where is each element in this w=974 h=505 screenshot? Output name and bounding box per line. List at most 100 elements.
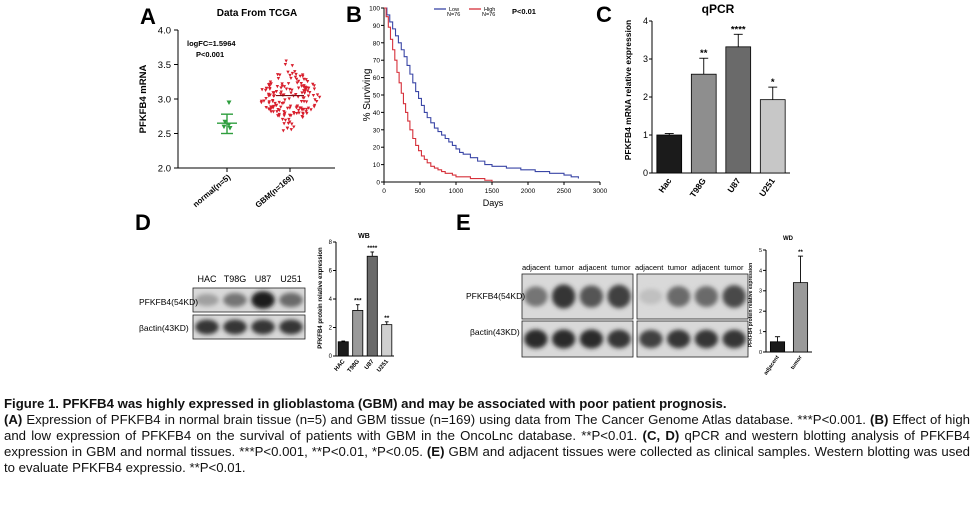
lane-label: U251 (280, 274, 302, 284)
data-point (313, 98, 317, 102)
blot-band (666, 329, 691, 349)
y-tick-label: 50 (373, 93, 381, 100)
data-point (268, 87, 272, 91)
data-point (290, 122, 294, 126)
data-point (305, 111, 309, 116)
panel-d-western-blot: HAC T98G U87 U251PFKFB4(54KD)βactin(43KD)WB… (139, 233, 394, 374)
y-axis-label: % Surviving (362, 69, 373, 122)
data-point (302, 85, 306, 89)
data-point (274, 90, 279, 94)
data-point (221, 124, 227, 130)
caption-a-text: Expression of PFKFB4 in normal brain tis… (22, 412, 871, 427)
data-point (286, 70, 290, 74)
data-point (266, 92, 271, 96)
data-point (284, 59, 288, 63)
caption-b-label: (B) (870, 412, 889, 427)
data-point (292, 112, 296, 116)
lane-label: tumor (668, 263, 688, 272)
data-point (288, 87, 292, 92)
blot-band (524, 286, 548, 307)
blot-band (579, 329, 604, 349)
data-point (288, 113, 292, 118)
x-tick-label: 2000 (521, 188, 536, 195)
blot-band (579, 285, 604, 308)
x-tick-label: 500 (415, 188, 426, 195)
data-point (302, 107, 306, 112)
blot-band (551, 284, 576, 309)
data-point (296, 79, 301, 83)
y-tick-label: 2.0 (158, 164, 171, 175)
bar (381, 324, 393, 357)
data-point (280, 82, 284, 86)
data-point (304, 100, 309, 104)
blot-band (195, 319, 219, 335)
data-point (264, 105, 268, 110)
y-tick-label: 0 (376, 180, 380, 187)
y-axis-label: PFKFB4 mRNA relative expression (623, 20, 633, 160)
row-label: PFKFB4(54KD) (466, 291, 525, 301)
y-tick-label: 70 (373, 58, 381, 65)
data-point (298, 74, 302, 78)
data-point (281, 129, 286, 133)
x-tick-label: T98G (347, 359, 361, 375)
y-tick-label: 100 (369, 6, 380, 13)
lane-label: adjacent (635, 263, 664, 272)
data-point (274, 103, 278, 108)
chart-title: WD (783, 236, 794, 242)
panel-label-c: C (596, 2, 612, 27)
data-point (301, 74, 305, 78)
data-point (288, 106, 292, 110)
blot-band (279, 319, 303, 335)
data-point (268, 108, 272, 112)
y-tick-label: 3 (759, 289, 762, 295)
significance-mark: *** (354, 298, 362, 305)
panel-c-qpcr-bars: qPCR PFKFB4 mRNA relative expression 0 1 2 3 4… (623, 2, 790, 199)
y-tick-label: 1 (759, 330, 762, 336)
survival-curve-high (384, 7, 493, 182)
bar (656, 134, 683, 174)
y-tick-label: 0 (329, 354, 333, 360)
data-point (284, 87, 289, 91)
data-point (289, 128, 293, 132)
x-tick-label: U87 (725, 176, 742, 195)
blot-band (694, 329, 719, 349)
blot-band (251, 319, 275, 335)
bar (759, 99, 786, 174)
row-label: βactin(43KD) (139, 323, 189, 333)
data-point (305, 80, 310, 84)
y-tick-label: 2 (643, 92, 648, 102)
data-point (296, 86, 301, 90)
x-tick-label: 1000 (449, 188, 464, 195)
y-tick-label: 0 (759, 350, 762, 356)
x-axis-label: Days (483, 198, 504, 208)
panel-label-d: D (135, 210, 151, 235)
data-point (302, 100, 306, 104)
data-point (268, 93, 272, 97)
bar (690, 73, 717, 174)
data-point (285, 106, 290, 110)
figure-canvas: A B C D E Data From TCGA 2.0 2.5 3.0 3.5 4.0 P… (135, 2, 812, 376)
blot-band (251, 291, 275, 309)
x-tick-label: Hac (656, 176, 673, 195)
data-point (264, 96, 268, 101)
lane-label: tumor (724, 263, 744, 272)
legend-label: Low (449, 7, 459, 13)
bar (366, 255, 378, 357)
data-point (283, 98, 287, 102)
data-point (302, 96, 306, 100)
data-point (288, 73, 292, 78)
data-point (266, 83, 271, 87)
caption-e-text: GBM and adjacent tissues were collected … (4, 444, 970, 475)
y-tick-label: 20 (373, 145, 381, 152)
x-tick-label: U251 (757, 176, 777, 199)
data-point (282, 93, 286, 97)
data-point (296, 95, 300, 99)
chart-title: Data From TCGA (217, 8, 298, 19)
data-point (263, 88, 268, 93)
caption-title: Figure 1. PFKFB4 was highly expressed in… (4, 396, 727, 411)
data-point (282, 101, 286, 105)
data-point (282, 122, 286, 126)
x-tick-label: U251 (376, 358, 390, 373)
data-point (306, 89, 310, 93)
y-tick-label: 60 (373, 75, 381, 82)
